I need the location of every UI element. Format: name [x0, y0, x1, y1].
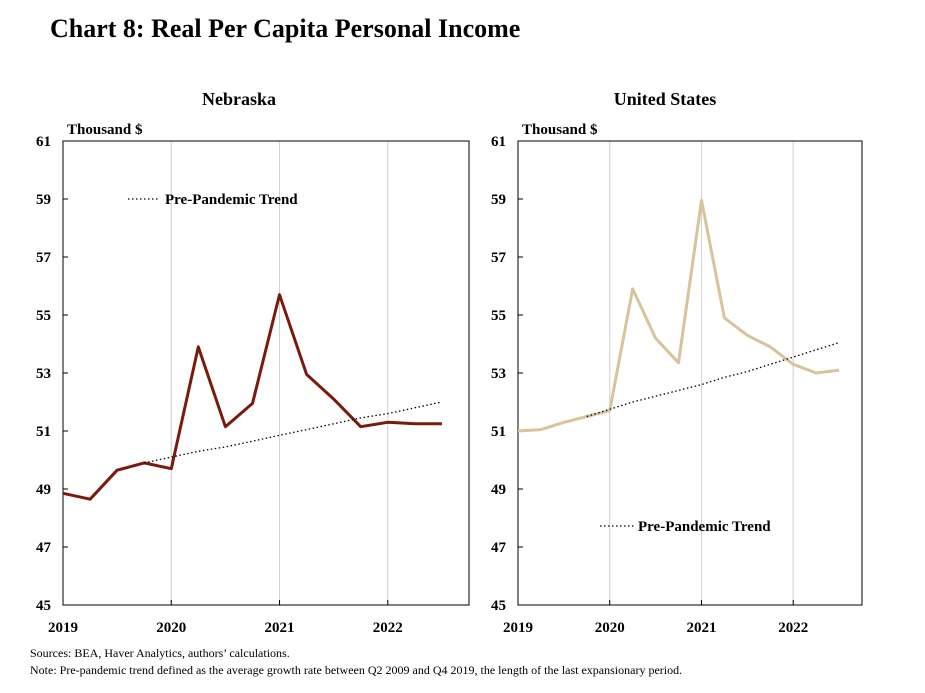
nebraska-income-series-line: [62, 293, 442, 501]
united-states-y-tick-label: 49: [491, 482, 506, 498]
nebraska-legend-label: Pre-Pandemic Trend: [165, 192, 298, 208]
nebraska-y-tick-label: 61: [36, 134, 51, 150]
united-states-y-tick-label: 57: [491, 250, 507, 266]
united-states-trend-point: [815, 349, 817, 351]
united-states-plot-frame: [517, 140, 863, 606]
united-states-trend-point: [769, 363, 771, 365]
united-states-y-axis-label: Thousand $: [522, 122, 598, 138]
united-states-x-tick-label: 2019: [503, 620, 533, 636]
nebraska-y-tick-label: 57: [36, 250, 52, 266]
nebraska-y-tick-label: 47: [36, 540, 52, 556]
united-states-x-tick-label: 2022: [778, 620, 808, 636]
nebraska-y-tick-label: 45: [36, 598, 51, 614]
nebraska-x-tick-label: 2021: [265, 620, 295, 636]
united-states-x-tick-label: 2020: [595, 620, 625, 636]
nebraska-y-tick-label: 53: [36, 366, 51, 382]
panel-title-united-states: United States: [613, 89, 717, 109]
united-states-trend-point: [838, 342, 840, 344]
definition-note: Note: Pre-pandemic trend defined as the …: [30, 663, 683, 677]
united-states-trend-point: [723, 376, 725, 378]
nebraska-x-tick-label: 2019: [48, 620, 78, 636]
panel-title-nebraska: Nebraska: [201, 89, 276, 109]
united-states-y-tick-label: 55: [491, 308, 506, 324]
nebraska-trend-series-line: [144, 401, 443, 464]
united-states-y-tick-label: 59: [491, 192, 506, 208]
nebraska-y-tick-label: 51: [36, 424, 51, 440]
united-states-y-tick-label: 45: [491, 598, 506, 614]
nebraska-y-axis-label: Thousand $: [67, 122, 143, 138]
united-states-y-tick-label: 51: [491, 424, 506, 440]
nebraska-y-tick-label: 49: [36, 482, 51, 498]
united-states-y-tick-label: 61: [491, 134, 506, 150]
nebraska-y-tick-label: 55: [36, 308, 51, 324]
united-states-trend-point: [746, 371, 748, 373]
nebraska-x-tick-label: 2020: [156, 620, 186, 636]
sources-note: Sources: BEA, Haver Analytics, authors’ …: [30, 646, 290, 660]
united-states-income-series-line: [517, 198, 840, 433]
chart-title: Chart 8: Real Per Capita Personal Income: [50, 14, 521, 43]
united-states-x-tick-label: 2021: [686, 620, 716, 636]
united-states-trend-series-line: [586, 341, 840, 418]
nebraska-y-tick-label: 59: [36, 192, 51, 208]
united-states-y-tick-label: 53: [491, 366, 506, 382]
united-states-legend-label: Pre-Pandemic Trend: [638, 519, 771, 535]
nebraska-x-tick-label: 2022: [373, 620, 403, 636]
united-states-y-tick-label: 47: [491, 540, 507, 556]
